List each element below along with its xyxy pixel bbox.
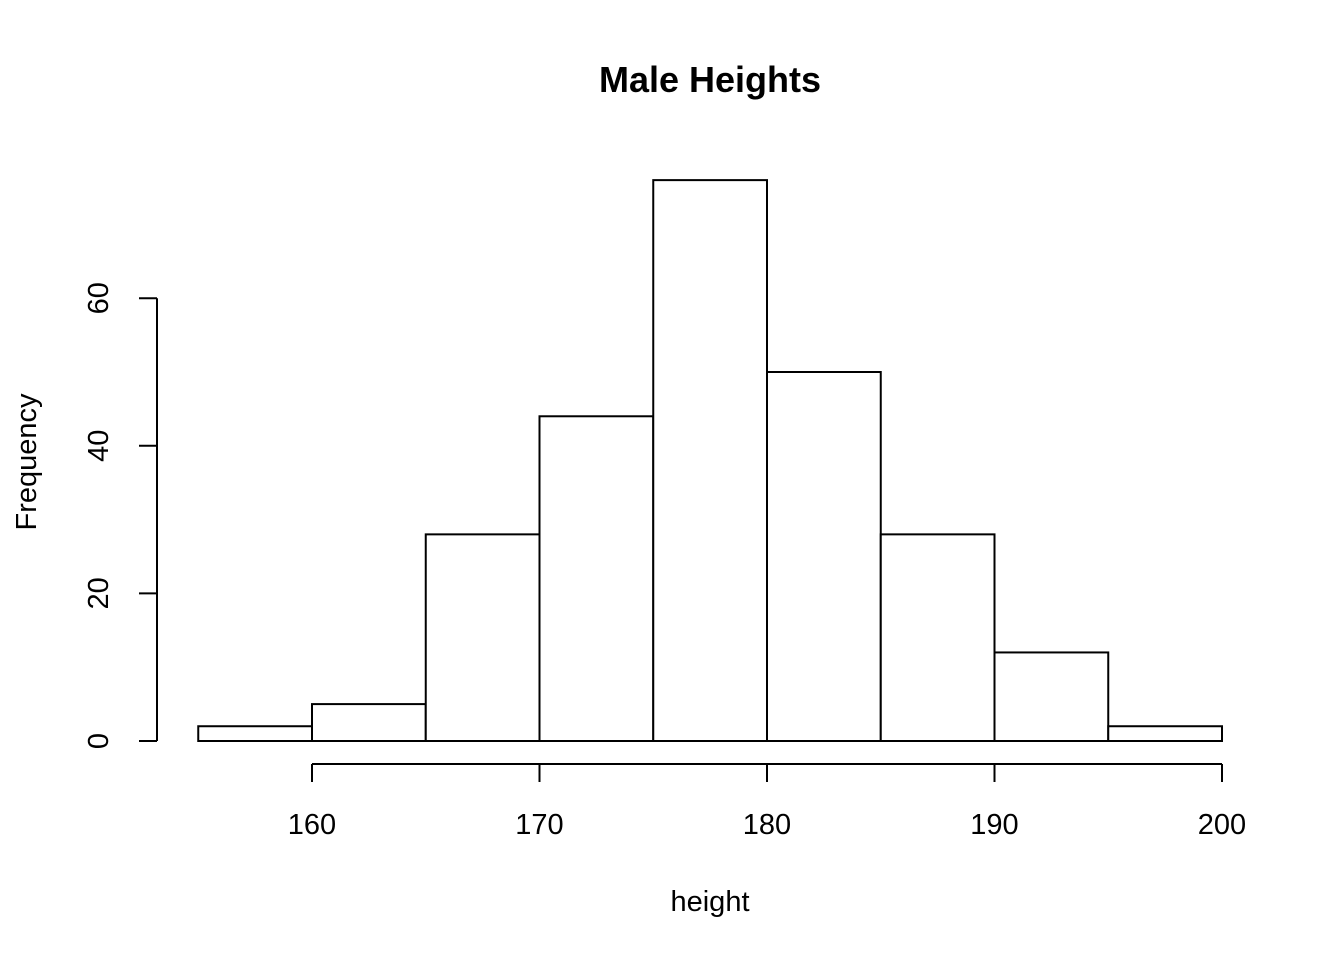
x-tick-label-200: 200 xyxy=(1198,809,1246,841)
y-tick-label-40: 40 xyxy=(83,430,115,462)
x-axis-label: height xyxy=(670,886,749,918)
x-tick-label-180: 180 xyxy=(743,809,791,841)
x-tick-label-190: 190 xyxy=(970,809,1018,841)
histogram-bar-175-180 xyxy=(652,179,768,742)
y-axis-label: Frequency xyxy=(11,393,43,531)
histogram-bar-190-195 xyxy=(993,651,1110,742)
histogram-bar-180-185 xyxy=(766,371,882,742)
x-tick-label-170: 170 xyxy=(515,809,563,841)
bars-group xyxy=(197,179,1223,742)
histogram-bar-185-190 xyxy=(879,533,996,742)
y-tick-label-20: 20 xyxy=(83,577,115,609)
histogram-bar-195-200 xyxy=(1107,725,1223,742)
histogram-bar-165-170 xyxy=(424,533,541,742)
x-tick-label-160: 160 xyxy=(288,809,336,841)
histogram-bar-155-160 xyxy=(197,725,313,742)
chart-title: Male Heights xyxy=(599,59,821,100)
histogram-bar-170-175 xyxy=(538,415,655,742)
x-axis: 160 170 180 190 200 xyxy=(288,763,1246,841)
histogram-bar-160-165 xyxy=(311,703,427,742)
y-tick-label-60: 60 xyxy=(83,282,115,314)
y-tick-label-0: 0 xyxy=(83,733,115,749)
y-axis: 0 20 40 60 xyxy=(83,282,158,749)
